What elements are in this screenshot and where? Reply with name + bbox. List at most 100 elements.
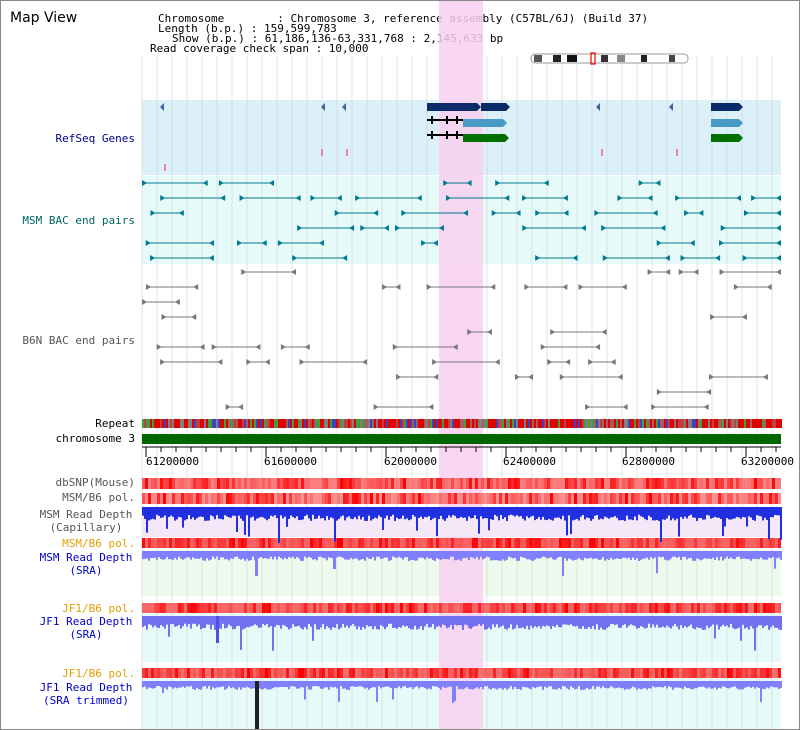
heat-cell: [265, 603, 268, 613]
track-label-jf1-pol-1[interactable]: JF1/B6 pol.: [62, 602, 135, 615]
depth-bar: [526, 681, 528, 688]
heat-cell: [532, 603, 535, 613]
depth-bar: [680, 507, 682, 517]
repeat-segment: [482, 419, 484, 428]
depth-bar: [538, 507, 540, 518]
heat-cell: [586, 538, 589, 548]
depth-bar: [418, 507, 420, 518]
track-label-msm-pol-1[interactable]: MSM/B6 pol.: [62, 491, 135, 504]
heat-cell: [679, 493, 682, 504]
depth-bar: [192, 507, 194, 518]
depth-bar: [324, 616, 326, 629]
repeat-segment: [686, 419, 688, 428]
depth-bar: [598, 507, 600, 520]
repeat-segment: [176, 419, 178, 428]
depth-bar: [152, 507, 154, 519]
heat-cell: [466, 538, 469, 548]
bac-end-marker: [494, 359, 500, 365]
depth-bar: [356, 616, 358, 630]
heat-cell: [511, 603, 514, 613]
depth-bar: [378, 681, 380, 687]
heat-cell: [499, 603, 502, 613]
depth-bar: [610, 681, 612, 687]
depth-bar: [328, 681, 330, 690]
repeat-segment: [558, 419, 560, 428]
repeat-segment: [592, 419, 594, 428]
depth-bar: [552, 507, 554, 521]
depth-bar: [504, 616, 506, 629]
depth-bar: [756, 616, 758, 628]
repeat-segment: [748, 419, 750, 428]
heat-cell: [763, 603, 766, 613]
heat-cell: [709, 493, 712, 504]
heat-cell: [514, 603, 517, 613]
heat-cell: [700, 538, 703, 548]
track-label-jf1-depth-trim-1[interactable]: JF1 Read Depth: [39, 681, 133, 694]
track-label-jf1-pol-2[interactable]: JF1/B6 pol.: [62, 667, 135, 680]
depth-bar: [660, 616, 662, 628]
track-label-jf1-depth-sra-1[interactable]: JF1 Read Depth: [39, 615, 133, 628]
track-label-msm-depth-cap-1[interactable]: MSM Read Depth: [39, 508, 133, 521]
bac-end-marker: [562, 195, 568, 201]
bac-end-marker: [220, 195, 226, 201]
heat-cell: [214, 493, 217, 504]
repeat-segment: [202, 419, 204, 428]
track-label-msm-bac[interactable]: MSM BAC end pairs: [22, 214, 135, 227]
heat-cell: [439, 478, 442, 489]
bac-end-marker: [384, 225, 390, 231]
heat-cell: [535, 538, 538, 548]
heat-cell: [217, 493, 220, 504]
heat-cell: [337, 603, 340, 613]
refseq-gene: [481, 103, 506, 111]
heat-cell: [649, 478, 652, 489]
heat-cell: [268, 493, 271, 504]
heat-cell: [694, 478, 697, 489]
heat-cell: [424, 668, 427, 678]
heat-cell: [718, 538, 721, 548]
depth-bar: [168, 507, 170, 518]
repeat-segment: [696, 419, 698, 428]
heat-cell: [760, 603, 763, 613]
heat-cell: [553, 493, 556, 504]
depth-bar: [168, 616, 170, 637]
depth-bar: [718, 551, 720, 561]
track-label-msm-pol-2[interactable]: MSM/B6 pol.: [62, 537, 135, 550]
repeat-segment: [144, 419, 146, 428]
depth-bar: [428, 551, 430, 559]
heat-cell: [388, 668, 391, 678]
track-label-msm-depth-sra-1[interactable]: MSM Read Depth: [39, 551, 133, 564]
heat-cell: [163, 493, 166, 504]
heat-cell: [607, 493, 610, 504]
depth-bar: [612, 507, 614, 518]
repeat-segment: [154, 419, 156, 428]
depth-bar: [530, 681, 532, 690]
track-label-b6n-bac[interactable]: B6N BAC end pairs: [22, 334, 135, 347]
repeat-segment: [608, 419, 610, 428]
depth-bar: [638, 681, 640, 689]
heat-cell: [523, 478, 526, 489]
depth-bar: [486, 551, 488, 557]
depth-bar: [204, 616, 206, 628]
repeat-segment: [448, 419, 450, 428]
heat-cell: [676, 478, 679, 489]
depth-bar: [290, 681, 292, 687]
repeat-segment: [658, 419, 660, 428]
repeat-segment: [774, 419, 776, 428]
heat-cell: [247, 493, 250, 504]
track-label-refseq[interactable]: RefSeq Genes: [55, 132, 135, 145]
depth-bar: [220, 551, 222, 558]
depth-bar: [340, 681, 342, 687]
depth-bar: [308, 551, 310, 557]
depth-bar: [652, 616, 654, 625]
track-label-dbsnp[interactable]: dbSNP(Mouse): [55, 476, 135, 489]
depth-bar: [686, 616, 688, 628]
heat-cell: [433, 493, 436, 504]
depth-bar: [398, 616, 400, 627]
repeat-segment: [294, 419, 296, 428]
repeat-segment: [488, 419, 490, 428]
bac-end-marker: [647, 195, 653, 201]
heat-cell: [748, 668, 751, 678]
depth-bar: [280, 616, 282, 629]
depth-bar: [658, 551, 660, 557]
